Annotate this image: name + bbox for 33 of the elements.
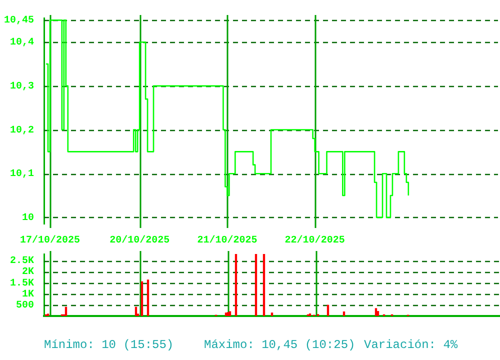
bar xyxy=(234,254,238,316)
bar xyxy=(342,311,346,316)
y-tick-label: 2.5K xyxy=(10,256,34,268)
y-tick-label: 10,3 xyxy=(10,81,34,92)
x-tick-label: 22/10/2025 xyxy=(284,234,345,247)
y-tick-label: 10,2 xyxy=(10,125,34,136)
x-tick-label: 17/10/2025 xyxy=(20,234,80,247)
bar xyxy=(226,312,230,316)
bar xyxy=(134,306,138,316)
text: Máximo: 10,45 (10:25) xyxy=(204,338,356,352)
bar xyxy=(224,312,228,316)
y-tick-label: 10,4 xyxy=(10,38,34,49)
bar xyxy=(376,311,380,316)
y-tick-label: 10,45 xyxy=(4,16,34,27)
y-tick-label: 10 xyxy=(22,212,34,224)
bar xyxy=(64,306,68,316)
text: Mínimo: 10 (15:55) xyxy=(44,338,174,352)
y-tick-label: 500 xyxy=(16,300,34,312)
text: Variación: 4% xyxy=(364,338,458,352)
bar xyxy=(254,254,258,316)
bar xyxy=(270,312,274,316)
x-tick-label: 21/10/2025 xyxy=(197,234,258,247)
bar xyxy=(374,308,378,316)
x-tick-label: 20/10/2025 xyxy=(110,234,170,247)
y-tick-label: 1K xyxy=(22,289,34,300)
y-tick-label: 2K xyxy=(22,267,34,278)
bar xyxy=(262,254,266,316)
bar xyxy=(228,311,232,316)
y-tick-label: 10,1 xyxy=(10,169,34,180)
bar xyxy=(146,280,150,316)
bar xyxy=(326,304,330,316)
y-tick-label: 1.5K xyxy=(10,278,34,290)
bar xyxy=(140,281,144,316)
